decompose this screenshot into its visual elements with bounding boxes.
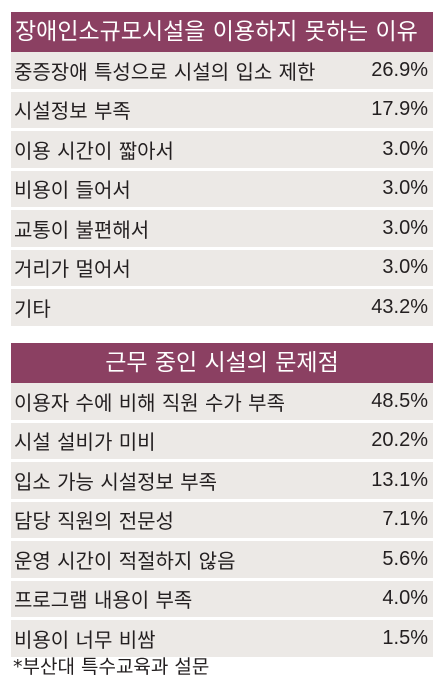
row-label: 비용이 너무 비쌈 — [14, 627, 156, 652]
table-row: 중증장애 특성으로 시설의 입소 제한 26.9% — [11, 52, 433, 92]
table-row: 교통이 불편해서 3.0% — [11, 210, 433, 250]
row-value: 20.2% — [371, 429, 428, 452]
row-value: 4.0% — [382, 587, 428, 610]
row-value: 3.0% — [382, 256, 428, 279]
row-value: 48.5% — [371, 389, 428, 412]
reasons-table-title: 장애인소규모시설을 이용하지 못하는 이유 — [11, 12, 433, 52]
row-label: 운영 시간이 적절하지 않음 — [14, 548, 236, 573]
table-row: 이용 시간이 짧아서 3.0% — [11, 131, 433, 171]
table-row: 비용이 너무 비쌈 1.5% — [11, 620, 433, 660]
reasons-table: 장애인소규모시설을 이용하지 못하는 이유 중증장애 특성으로 시설의 입소 제… — [11, 12, 433, 329]
row-label: 비용이 들어서 — [14, 178, 131, 203]
row-label: 시설 설비가 미비 — [14, 430, 156, 455]
row-value: 17.9% — [371, 98, 428, 121]
row-value: 3.0% — [382, 137, 428, 160]
row-value: 13.1% — [371, 468, 428, 491]
table-row: 비용이 들어서 3.0% — [11, 170, 433, 210]
row-label: 입소 가능 시설정보 부족 — [14, 469, 218, 494]
row-value: 3.0% — [382, 177, 428, 200]
row-value: 43.2% — [371, 295, 428, 318]
table-row: 시설 설비가 미비 20.2% — [11, 422, 433, 462]
row-label: 시설정보 부족 — [14, 99, 131, 124]
row-value: 7.1% — [382, 508, 428, 531]
row-label: 이용 시간이 짧아서 — [14, 138, 174, 163]
problems-table: 근무 중인 시설의 문제점 이용자 수에 비해 직원 수가 부족 48.5% 시… — [11, 343, 433, 660]
row-label: 이용자 수에 비해 직원 수가 부족 — [14, 390, 285, 415]
problems-table-title: 근무 중인 시설의 문제점 — [11, 343, 433, 383]
row-label: 교통이 불편해서 — [14, 217, 150, 242]
row-label: 중증장애 특성으로 시설의 입소 제한 — [14, 59, 316, 84]
table-row: 운영 시간이 적절하지 않음 5.6% — [11, 541, 433, 581]
row-value: 1.5% — [382, 626, 428, 649]
row-label: 담당 직원의 전문성 — [14, 509, 174, 534]
table-row: 시설정보 부족 17.9% — [11, 91, 433, 131]
row-label: 프로그램 내용이 부족 — [14, 588, 193, 613]
table-row: 기타 43.2% — [11, 289, 433, 329]
source-footnote: *부산대 특수교육과 설문 — [13, 656, 210, 678]
table-row: 이용자 수에 비해 직원 수가 부족 48.5% — [11, 383, 433, 423]
row-value: 26.9% — [371, 58, 428, 81]
row-label: 기타 — [14, 296, 51, 321]
row-value: 3.0% — [382, 216, 428, 239]
table-row: 프로그램 내용이 부족 4.0% — [11, 580, 433, 620]
row-label: 거리가 멀어서 — [14, 257, 131, 282]
row-value: 5.6% — [382, 547, 428, 570]
table-row: 입소 가능 시설정보 부족 13.1% — [11, 462, 433, 502]
table-row: 거리가 멀어서 3.0% — [11, 249, 433, 289]
table-row: 담당 직원의 전문성 7.1% — [11, 501, 433, 541]
